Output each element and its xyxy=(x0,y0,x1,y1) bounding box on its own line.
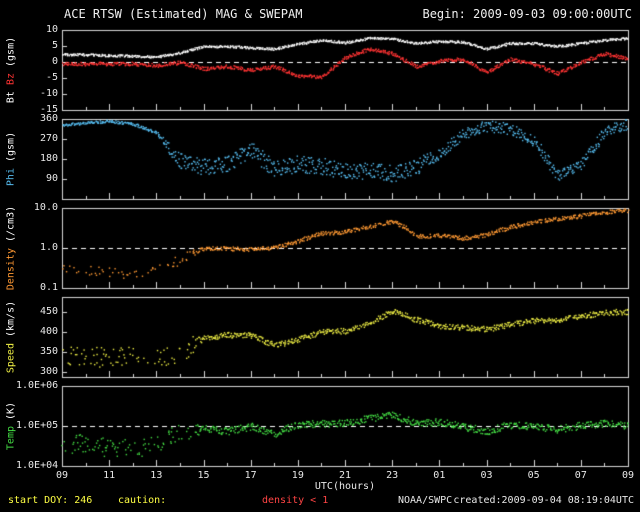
panel-y-axis-label-part: Speed xyxy=(5,343,17,374)
y-tick-label: -5 xyxy=(45,72,58,83)
caution-detail-label: density < 1 xyxy=(262,495,329,506)
y-tick-label: 300 xyxy=(39,366,58,377)
y-tick-label: 450 xyxy=(39,306,58,317)
panel-y-axis-label-part: Density xyxy=(5,248,17,291)
y-tick-label: 180 xyxy=(39,153,58,164)
panel-y-axis-label-part: (gsm) xyxy=(5,131,17,169)
start-doy-label: start DOY: 246 xyxy=(8,495,93,506)
panel-y-axis-label-part: Bz xyxy=(5,73,17,92)
x-tick-label: 17 xyxy=(244,470,257,481)
x-tick-label: 11 xyxy=(103,470,116,481)
panel-y-axis-label: Temp (K) xyxy=(6,402,17,450)
panel-y-axis-label-part: (K) xyxy=(5,401,17,426)
panel-y-axis-label-part: Temp xyxy=(5,426,17,451)
y-tick-label: 1.0E+04 xyxy=(16,460,59,471)
x-tick-label: 05 xyxy=(527,470,540,481)
y-tick-label: 1.0E+05 xyxy=(16,420,59,431)
agency-label: NOAA/SWPC xyxy=(398,495,453,506)
x-tick-label: 19 xyxy=(291,470,304,481)
y-tick-label: 270 xyxy=(39,133,58,144)
x-tick-label: 09 xyxy=(621,470,635,481)
y-tick-label: 360 xyxy=(39,113,58,124)
panel-y-axis-label: Density (/cm3) xyxy=(6,206,17,290)
x-tick-label: 09 xyxy=(55,470,69,481)
y-tick-label: 0 xyxy=(51,56,58,67)
x-tick-label: 03 xyxy=(480,470,493,481)
begin-timestamp: Begin: 2009-09-03 09:00:00UTC xyxy=(422,7,632,21)
y-tick-label: 90 xyxy=(45,173,58,184)
panel-y-axis-label-part: Bt xyxy=(5,91,17,104)
y-tick-label: 1.0E+06 xyxy=(16,380,59,391)
y-tick-label: 400 xyxy=(39,326,58,337)
y-tick-label: -15 xyxy=(39,104,58,115)
y-tick-label: 10.0 xyxy=(33,202,58,213)
panel-y-axis-label-part: (gsm) xyxy=(5,36,17,74)
y-tick-label: 350 xyxy=(39,346,58,357)
x-tick-label: 21 xyxy=(338,470,352,481)
panel-y-axis-label: Bt Bz (gsm) xyxy=(6,37,17,103)
panel-y-axis-label-part: (km/s) xyxy=(5,300,17,344)
panel-y-axis-label-part: Phi xyxy=(5,168,17,187)
x-axis-title: UTC(hours) xyxy=(314,481,376,492)
panel-y-axis-label: Phi (gsm) xyxy=(6,132,17,186)
panel-y-axis-label-part: (/cm3) xyxy=(5,205,17,248)
panel-y-axis-label: Speed (km/s) xyxy=(6,301,17,373)
x-tick-label: 01 xyxy=(433,470,446,481)
x-tick-label: 23 xyxy=(386,470,399,481)
y-tick-label: -10 xyxy=(39,88,58,99)
y-tick-label: 5 xyxy=(51,40,58,51)
x-tick-label: 07 xyxy=(574,470,587,481)
y-tick-label: 0.1 xyxy=(39,282,58,293)
caution-label: caution: xyxy=(118,495,167,506)
y-tick-label: 10 xyxy=(45,24,58,35)
y-tick-label: 1.0 xyxy=(39,242,58,253)
plot-title: ACE RTSW (Estimated) MAG & SWEPAM xyxy=(64,7,303,21)
created-timestamp: created:2009-09-04 08:19:04UTC xyxy=(453,495,634,506)
x-tick-label: 15 xyxy=(197,470,210,481)
x-tick-label: 13 xyxy=(150,470,163,481)
